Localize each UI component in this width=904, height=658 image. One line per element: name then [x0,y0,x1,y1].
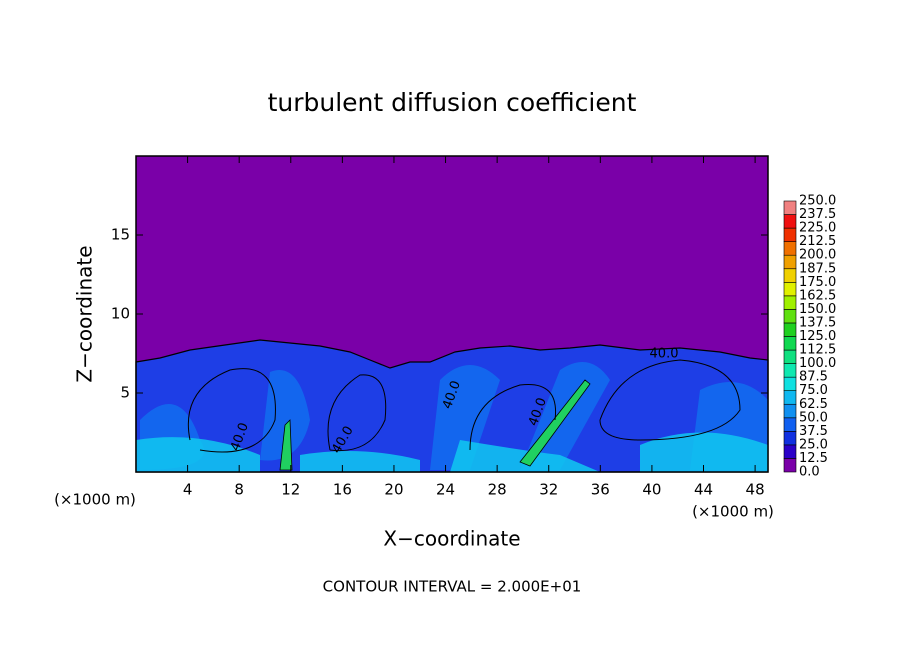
x-tick-label: 12 [281,481,300,499]
colorbar-label: 175.0 [799,275,836,290]
colorbar-label: 250.0 [799,194,836,209]
light-patch [140,362,768,470]
colorbar-box [783,281,797,297]
colorbar-label: 75.0 [799,383,828,398]
contour-field [135,156,769,473]
colorbar-box [783,444,797,459]
x-tick-label: 40 [642,481,661,499]
colorbar-box [783,417,797,432]
x-tick-label: 28 [488,481,507,499]
x-axis-label: X−coordinate [383,527,520,551]
colorbar-box [783,268,797,283]
x-tick-label: 36 [591,481,610,499]
x-tick-label: 16 [333,481,352,499]
chart-title: turbulent diffusion coefficient [268,88,637,117]
colorbar-label: 37.5 [799,424,828,439]
y-tick-label: 10 [111,305,130,323]
colorbar-label: 187.5 [799,261,836,276]
x-tick-label: 20 [384,481,403,499]
x-unit: (×1000 m) [54,491,136,509]
green-plume [279,379,591,471]
colorbar-box [783,349,797,364]
colorbar-label: 12.5 [799,451,828,466]
colorbar-box [783,431,797,446]
colorbar-label: 125.0 [799,329,836,344]
colorbar-label: 25.0 [799,437,828,452]
colorbar-label: 150.0 [799,302,836,317]
colorbar-label: 225.0 [799,221,836,236]
colorbar-label: 62.5 [799,397,828,412]
colorbar-label: 87.5 [799,370,828,385]
contour-line [187,359,741,453]
y-tick-label: 5 [120,384,130,402]
colorbar-label: 162.5 [799,288,836,303]
x-tick-label: 48 [746,481,765,499]
colorbar-label: 212.5 [799,234,836,249]
colorbar-box [783,295,797,310]
colorbar-box [783,227,797,242]
colorbar-box [783,403,797,419]
x-tick-label: 4 [183,481,193,499]
colorbar-box [783,200,797,215]
footer: CONTOUR INTERVAL = 2.000E+01 [323,578,582,596]
colorbar-box [783,376,797,391]
colorbar-label: 100.0 [799,356,836,371]
colorbar-label: 50.0 [799,410,828,425]
colorbar-box [783,336,797,351]
colorbar-label: 137.5 [799,315,836,330]
colorbar-label: 112.5 [799,343,836,358]
colorbar-box [783,322,797,337]
colorbar-box [783,241,797,256]
colorbar-label: 237.5 [799,207,836,222]
colorbar-box [783,309,797,324]
colorbar-box [783,390,797,405]
x-tick-label: 24 [436,481,455,499]
x-tick-label: 8 [234,481,244,499]
colorbar-box [783,254,797,270]
colorbar-box [783,214,797,229]
y-axis-label: Z−coordinate [73,245,97,382]
colorbar-label: 0.0 [799,465,820,480]
contour-label: 40.0 [650,347,679,362]
colorbar-box [783,363,797,378]
x-tick-label: 32 [539,481,558,499]
y-unit: (×1000 m) [692,503,774,521]
y-tick-label: 15 [111,226,130,244]
cyan-patch [136,432,768,472]
x-tick-label: 44 [694,481,713,499]
colorbar-box [783,458,797,473]
colorbar-label: 200.0 [799,248,836,263]
